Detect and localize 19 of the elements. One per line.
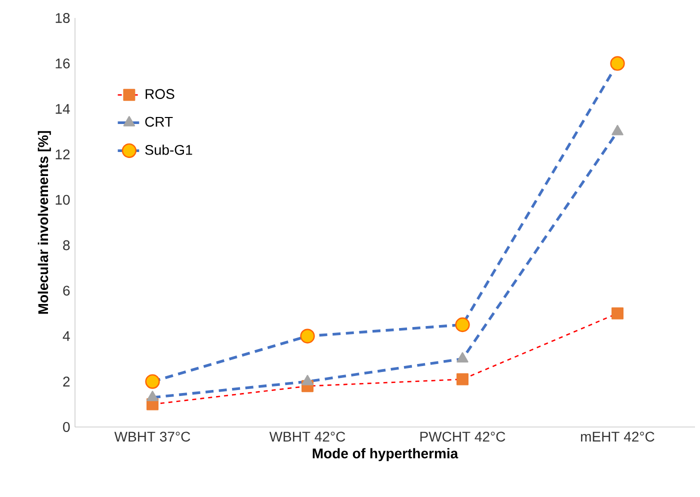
y-tick-label: 14 (56, 104, 70, 114)
y-tick-label: 8 (63, 240, 70, 250)
y-tick-label: 18 (56, 13, 70, 23)
legend-label: Sub-G1 (145, 144, 192, 155)
legend-label: ROS (146, 89, 174, 99)
y-tick-label: 0 (63, 422, 70, 432)
y-tick-label: 6 (63, 286, 70, 296)
x-axis-title: Mode of hyperthermia (312, 448, 458, 462)
x-tick-label: WBHT 37°C (114, 432, 190, 442)
legend-label: CRT (145, 116, 173, 127)
y-axis-title: Molecular involvements [%] (38, 131, 51, 314)
y-tick-label: 12 (56, 149, 70, 160)
x-tick-label: PWCHT 42°C (420, 432, 506, 442)
y-tick-label: 2 (63, 376, 70, 386)
y-tick-label: 10 (56, 194, 70, 205)
x-tick-label: mEHT 42°C (581, 432, 654, 442)
y-tick-label: 4 (62, 331, 70, 341)
y-tick-label: 16 (56, 58, 70, 68)
x-tick-label: WBHT 42°C (269, 432, 346, 442)
